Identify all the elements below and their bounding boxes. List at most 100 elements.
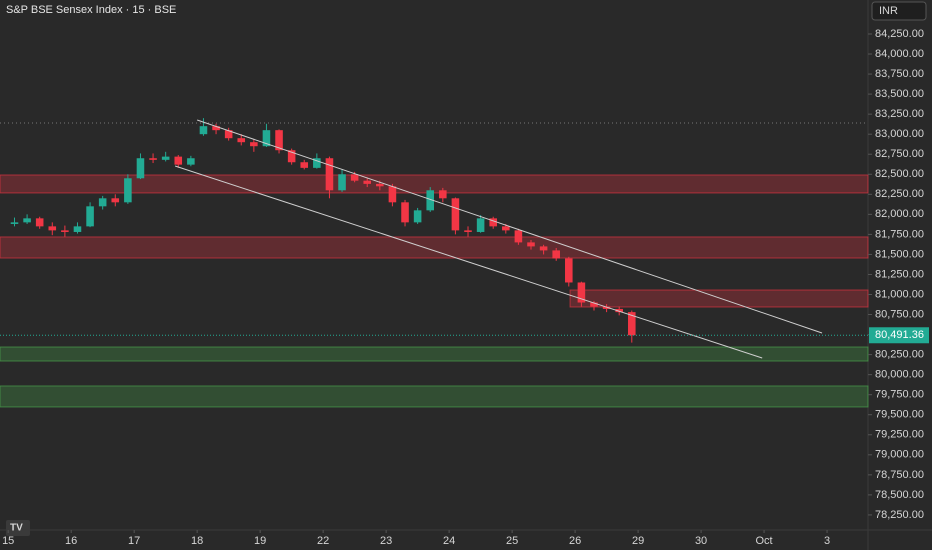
candle-body: [98, 198, 107, 207]
candle-body: [300, 162, 309, 168]
y-tick-label: 81,500.00: [875, 248, 924, 260]
x-tick-label: 15: [2, 535, 14, 547]
candle-body: [287, 150, 296, 163]
y-tick-label: 80,000.00: [875, 369, 924, 381]
candle-body: [489, 218, 497, 227]
x-tick-label: 22: [317, 535, 329, 547]
last-price-box: [869, 327, 929, 344]
y-tick-label: 79,750.00: [875, 389, 924, 401]
y-tick-label: 80,750.00: [875, 308, 924, 320]
zone: [0, 385, 869, 408]
candle-body: [615, 308, 623, 313]
candle-body: [401, 202, 409, 223]
candle-body: [48, 226, 57, 231]
x-tick-label: 29: [632, 535, 644, 547]
trend-line: [174, 165, 763, 359]
zone: [0, 346, 869, 362]
candle-body: [565, 258, 573, 283]
candle-body: [363, 180, 372, 184]
x-tick-label: 25: [506, 535, 518, 547]
y-tick-label: 78,750.00: [875, 469, 924, 481]
y-tick-label: 80,250.00: [875, 349, 924, 361]
candle-body: [10, 222, 19, 224]
y-tick-label: 83,500.00: [875, 88, 924, 100]
candle-body: [388, 186, 397, 203]
candle-body: [237, 138, 246, 143]
candle-body: [224, 130, 233, 139]
candle-body: [514, 230, 523, 243]
candle-body: [502, 226, 510, 231]
last-price-label: 80,491.36: [875, 329, 924, 341]
candle-body: [527, 242, 535, 247]
candle-body: [212, 126, 220, 131]
x-tick-label: 19: [254, 535, 266, 547]
candle-body: [73, 226, 82, 232]
candle-body: [602, 306, 611, 309]
candle-body: [250, 142, 258, 147]
y-tick-label: 81,000.00: [875, 288, 924, 300]
candle-body: [426, 190, 434, 211]
y-tick-label: 79,250.00: [875, 429, 924, 441]
candle-body: [413, 210, 422, 223]
currency-label[interactable]: INR: [879, 5, 898, 17]
candle-body: [539, 246, 548, 251]
candle-body: [149, 158, 157, 160]
candle-body: [61, 230, 69, 232]
y-tick-label: 79,500.00: [875, 409, 924, 421]
currency-button[interactable]: [871, 1, 927, 21]
candle-body: [262, 130, 271, 147]
candle-body: [577, 282, 586, 303]
candle-body: [111, 198, 120, 203]
candle-body: [187, 158, 195, 165]
candle-body: [313, 158, 321, 168]
candle-body: [476, 218, 485, 232]
candle-body: [124, 178, 132, 203]
x-tick-label: 16: [65, 535, 77, 547]
trend-line: [196, 119, 823, 334]
zone: [0, 236, 869, 259]
y-tick-label: 84,250.00: [875, 28, 924, 40]
candle-body: [376, 183, 384, 187]
y-tick-label: 78,250.00: [875, 509, 924, 521]
candle-body: [86, 206, 94, 227]
x-tick-label: 17: [128, 535, 140, 547]
candle-body: [174, 156, 183, 165]
y-tick-label: 83,000.00: [875, 128, 924, 140]
candle-body: [338, 174, 346, 191]
x-tick-label: 26: [569, 535, 581, 547]
candle-body: [439, 190, 447, 199]
y-tick-label: 82,500.00: [875, 168, 924, 180]
y-tick-label: 82,000.00: [875, 208, 924, 220]
y-tick-label: 78,500.00: [875, 489, 924, 501]
svg-text:TV: TV: [10, 523, 23, 534]
candle-body: [350, 174, 359, 181]
x-tick-label: 23: [380, 535, 392, 547]
y-tick-label: 79,000.00: [875, 449, 924, 461]
y-tick-label: 83,750.00: [875, 68, 924, 80]
plot-area: [0, 118, 869, 408]
candle-body: [325, 158, 334, 191]
x-tick-label: 24: [443, 535, 455, 547]
chart-title: S&P BSE Sensex Index · 15 · BSE: [6, 4, 176, 16]
y-tick-label: 82,250.00: [875, 188, 924, 200]
logo: TV: [6, 520, 30, 536]
x-tick-label: 3: [824, 535, 830, 547]
candle-body: [23, 218, 31, 223]
candle-body: [136, 158, 145, 179]
candle-body: [464, 230, 472, 232]
candle-body: [275, 130, 283, 151]
y-tick-label: 82,750.00: [875, 148, 924, 160]
x-tick-label: Oct: [756, 535, 773, 547]
candle-body: [451, 198, 460, 231]
y-tick-label: 83,250.00: [875, 108, 924, 120]
x-tick-label: 18: [191, 535, 203, 547]
y-tick-label: 81,250.00: [875, 268, 924, 280]
candle-body: [590, 302, 598, 307]
x-tick-label: 30: [695, 535, 707, 547]
candle-body: [552, 250, 560, 259]
candle-body: [199, 126, 208, 135]
y-tick-label: 84,000.00: [875, 48, 924, 60]
y-tick-label: 81,750.00: [875, 228, 924, 240]
